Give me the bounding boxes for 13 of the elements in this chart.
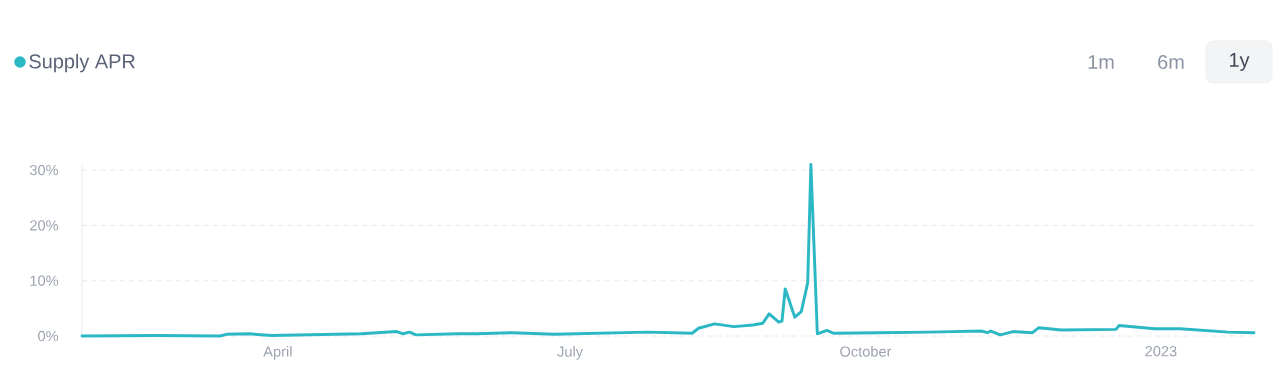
text: 6m bbox=[1158, 54, 1184, 70]
x-tick-label: 2023 bbox=[1145, 346, 1177, 357]
text: 1m bbox=[1088, 55, 1114, 69]
y-tick-label: 0% bbox=[38, 330, 59, 342]
x-tick-label: April bbox=[263, 346, 292, 360]
y-tick-label: 20% bbox=[30, 220, 59, 231]
text: 1y bbox=[1230, 53, 1250, 71]
y-tick-label: 30% bbox=[29, 164, 59, 176]
line-series bbox=[80, 163, 1256, 338]
legend-label: Supply APR bbox=[29, 53, 135, 73]
y-tick-label: 10% bbox=[30, 275, 59, 286]
x-tick-label: October bbox=[840, 346, 892, 357]
x-tick-label: July bbox=[557, 346, 584, 360]
